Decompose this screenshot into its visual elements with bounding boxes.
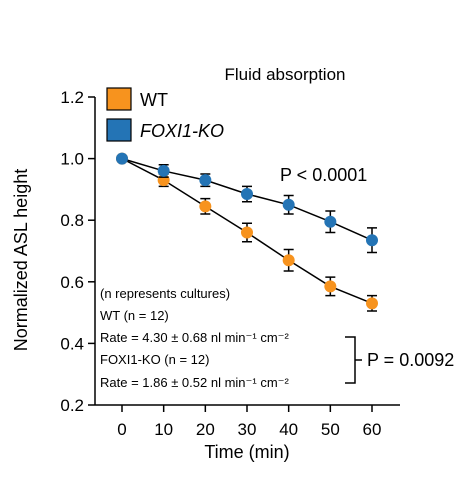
data-point — [324, 280, 337, 293]
data-point — [116, 152, 128, 165]
p-value-top: P < 0.0001 — [280, 165, 367, 185]
series-foxi1-ko — [116, 152, 378, 254]
y-tick-label: 1.2 — [60, 88, 84, 107]
rate-notes: (n represents cultures) WT (n = 12) Rate… — [100, 286, 454, 390]
legend-label-foxi1-ko: FOXI1-KO — [140, 121, 224, 141]
y-tick-label: 0.2 — [60, 396, 84, 415]
data-point — [241, 188, 253, 201]
note-intro: (n represents cultures) — [100, 286, 230, 301]
x-tick-label: 20 — [196, 420, 215, 439]
x-tick-label: 50 — [321, 420, 340, 439]
x-tick-label: 30 — [238, 420, 257, 439]
y-tick-label: 0.6 — [60, 273, 84, 292]
data-point — [199, 200, 212, 213]
legend-swatch-foxi1-ko — [106, 118, 132, 142]
x-axis-title: Time (min) — [204, 442, 289, 462]
note-ko-n: FOXI1-KO (n = 12) — [100, 352, 209, 367]
chart-title: Fluid absorption — [225, 65, 346, 84]
rate-bracket — [345, 336, 362, 384]
axes: 0.2 0.4 0.6 0.8 1.0 1.2 0 10 20 30 40 50 60 — [60, 88, 400, 439]
note-ko-rate: Rate = 1.86 ± 0.52 nl min⁻¹ cm⁻² — [100, 375, 290, 390]
x-tick-label: 0 — [117, 420, 126, 439]
note-wt-rate: Rate = 4.30 ± 0.68 nl min⁻¹ cm⁻² — [100, 330, 290, 345]
data-point — [157, 164, 170, 177]
legend-swatch-wt — [106, 87, 132, 111]
y-tick-label: 0.4 — [60, 334, 84, 353]
x-ticks: 0 10 20 30 40 50 60 — [117, 405, 381, 439]
x-tick-label: 60 — [363, 420, 382, 439]
x-tick-label: 40 — [279, 420, 298, 439]
data-point — [282, 254, 295, 267]
legend-label-wt: WT — [140, 90, 168, 110]
p-value-rate: P = 0.0092 — [367, 350, 454, 370]
data-point — [366, 234, 378, 247]
y-ticks: 0.2 0.4 0.6 0.8 1.0 1.2 — [60, 88, 95, 415]
data-point — [199, 174, 212, 187]
note-wt-n: WT (n = 12) — [100, 308, 169, 323]
y-tick-label: 0.8 — [60, 211, 84, 230]
y-tick-label: 1.0 — [60, 150, 84, 169]
x-tick-label: 10 — [154, 420, 173, 439]
series — [116, 152, 378, 312]
data-point — [366, 297, 378, 310]
data-point — [241, 226, 253, 239]
legend: WT FOXI1-KO — [106, 87, 224, 142]
data-point — [324, 215, 337, 228]
data-point — [282, 198, 295, 211]
y-axis-title: Normalized ASL height — [11, 169, 31, 351]
